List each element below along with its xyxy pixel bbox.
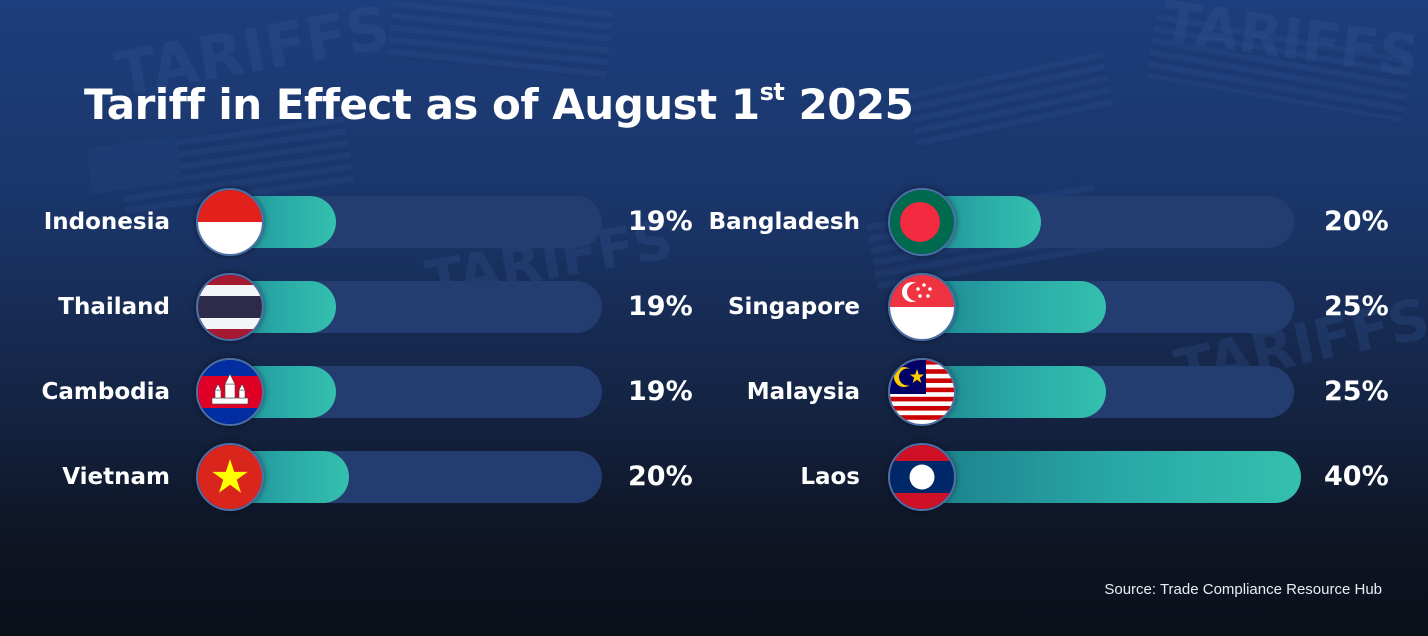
category-label: Indonesia (43, 209, 170, 235)
bar-row-malaysia: Malaysia 25% (0, 358, 1428, 426)
value-label: 40% (1324, 461, 1389, 492)
tariffs-newspaper-background: TARIFFS TARIFFS TARIFFS TARIFFS (86, 0, 1428, 404)
value-label: 19% (628, 376, 693, 407)
bar-row-thailand: Thailand 19% (0, 273, 1428, 341)
category-label: Laos (800, 464, 860, 490)
malaysia-flag-icon (888, 358, 956, 426)
bar-row-bangladesh: Bangladesh 20% (0, 188, 1428, 256)
bar-row-laos: Laos 40% (0, 443, 1428, 511)
title-superscript: st (759, 78, 785, 106)
cambodia-flag-icon (196, 358, 264, 426)
laos-flag-icon (888, 443, 956, 511)
category-label: Thailand (58, 294, 170, 320)
value-label: 25% (1324, 376, 1389, 407)
thailand-flag-icon (196, 273, 264, 341)
title-main: Tariff in Effect as of August 1 (84, 80, 760, 129)
category-label: Vietnam (62, 464, 170, 490)
value-label: 20% (628, 461, 693, 492)
bangladesh-flag-icon (888, 188, 956, 256)
bar-row-vietnam: Vietnam 20% (0, 443, 1428, 511)
category-label: Cambodia (41, 379, 171, 405)
bar-row-singapore: Singapore 25% (0, 273, 1428, 341)
bar-row-indonesia: Indonesia 19% (0, 188, 1428, 256)
value-label: 19% (628, 206, 693, 237)
chart-title: Tariff in Effect as of August 1st 2025 (84, 78, 914, 129)
value-label: 25% (1324, 291, 1389, 322)
category-label: Bangladesh (708, 209, 860, 235)
value-label: 20% (1324, 206, 1389, 237)
title-year: 2025 (798, 80, 914, 129)
bar-laos (896, 451, 1301, 503)
source-note: Source: Trade Compliance Resource Hub (1104, 581, 1382, 598)
category-label: Malaysia (746, 379, 860, 405)
vietnam-flag-icon (196, 443, 264, 511)
value-label: 19% (628, 291, 693, 322)
singapore-flag-icon (888, 273, 956, 341)
bar-row-cambodia: Cambodia 19% (0, 358, 1428, 426)
category-label: Singapore (727, 294, 860, 320)
